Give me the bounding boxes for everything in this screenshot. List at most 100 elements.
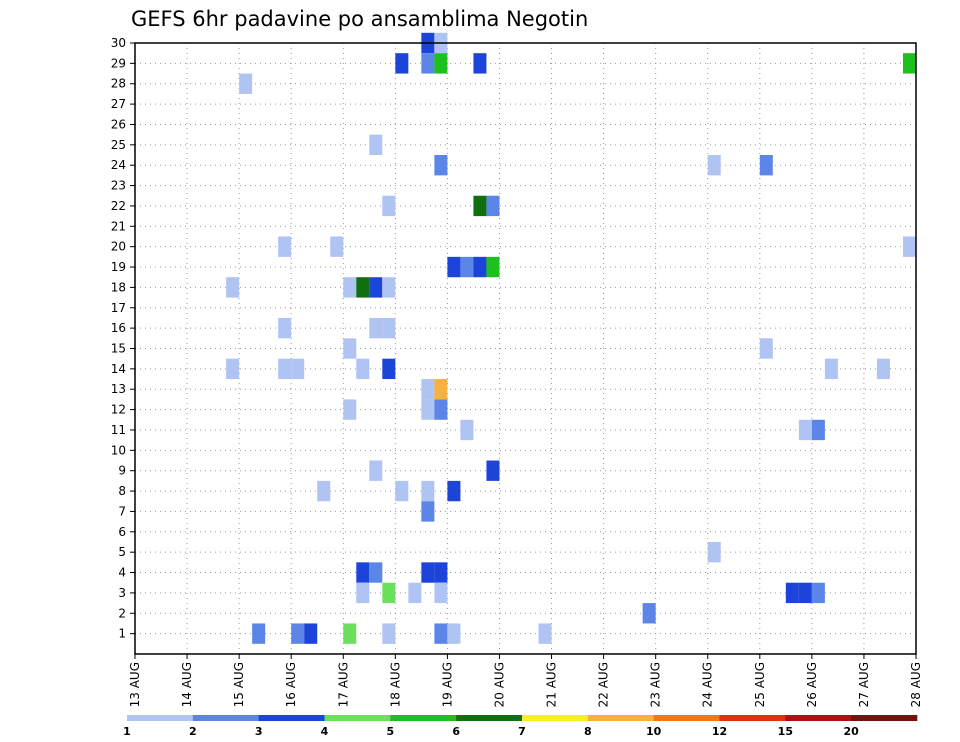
x-tick-label: 14 AUG: [180, 662, 194, 707]
y-tick-label: 29: [111, 56, 126, 70]
data-cell: [356, 582, 370, 604]
data-cell: [278, 236, 292, 257]
legend-swatch: [719, 715, 786, 721]
y-tick-label: 11: [111, 423, 126, 437]
y-tick-label: 9: [118, 464, 126, 478]
legend-label: 15: [778, 725, 793, 738]
data-cell: [317, 480, 331, 502]
y-axis: 1234567891011121314151617181920212223242…: [111, 36, 135, 641]
data-cell: [707, 541, 721, 563]
legend-swatch: [653, 715, 720, 721]
x-tick-label: 17 AUG: [336, 662, 350, 707]
data-cell: [408, 582, 422, 604]
data-cell: [421, 379, 435, 400]
data-cell: [330, 236, 344, 257]
x-tick-label: 26 AUG: [805, 662, 819, 707]
data-cell: [447, 480, 461, 502]
y-tick-label: 4: [118, 566, 126, 580]
data-cell: [902, 236, 916, 257]
data-cell: [369, 134, 383, 156]
data-cell: [382, 358, 396, 380]
data-cell: [356, 277, 370, 298]
y-tick-label: 22: [111, 199, 126, 213]
data-cell: [343, 399, 357, 420]
data-cell: [356, 562, 370, 583]
grid-lines: [135, 43, 916, 654]
legend-label: 5: [387, 725, 395, 738]
x-tick-label: 18 AUG: [388, 662, 402, 707]
data-cell: [460, 419, 474, 441]
x-tick-label: 23 AUG: [649, 662, 663, 707]
legend-label: 8: [584, 725, 592, 738]
y-tick-label: 15: [111, 342, 126, 356]
y-tick-label: 14: [111, 362, 126, 376]
data-cell: [473, 256, 487, 278]
data-cell: [785, 582, 799, 604]
data-cell: [382, 623, 396, 644]
legend-swatch: [258, 715, 325, 721]
x-tick-label: 25 AUG: [753, 662, 767, 707]
data-cell: [798, 582, 812, 604]
data-cell: [434, 155, 448, 176]
legend-swatch: [127, 715, 194, 721]
data-cell: [226, 277, 240, 298]
x-tick-label: 27 AUG: [857, 662, 871, 707]
data-cell: [460, 256, 474, 278]
data-cell: [434, 582, 448, 604]
legend-swatch: [324, 715, 391, 721]
y-tick-label: 25: [111, 138, 126, 152]
data-cell: [421, 399, 435, 420]
y-tick-label: 1: [118, 627, 126, 641]
data-cell: [291, 358, 305, 380]
legend-label: 1: [123, 725, 131, 738]
data-cell: [369, 460, 383, 481]
data-cell: [395, 480, 409, 502]
y-tick-label: 12: [111, 403, 126, 417]
y-tick-label: 27: [111, 97, 126, 111]
data-cell: [343, 623, 357, 644]
y-tick-label: 30: [111, 36, 126, 50]
legend-label: 2: [189, 725, 197, 738]
data-cell: [382, 317, 396, 339]
legend-label: 3: [255, 725, 263, 738]
data-cell: [382, 277, 396, 298]
legend-label: 4: [321, 725, 329, 738]
y-tick-label: 10: [111, 443, 126, 457]
data-cell: [759, 338, 773, 359]
legend-swatch: [587, 715, 654, 721]
data-cell: [421, 562, 435, 583]
y-tick-label: 26: [111, 117, 126, 131]
y-tick-label: 16: [111, 321, 126, 335]
data-cell: [876, 358, 890, 380]
data-cell: [382, 582, 396, 604]
data-cell: [226, 358, 240, 380]
data-cell: [486, 460, 500, 481]
data-cell: [811, 419, 825, 441]
y-tick-label: 23: [111, 179, 126, 193]
y-tick-label: 28: [111, 77, 126, 91]
data-cell: [278, 317, 292, 339]
legend-swatch: [192, 715, 259, 721]
legend-label: 10: [646, 725, 662, 738]
legend-swatch: [522, 715, 589, 721]
y-tick-label: 2: [118, 606, 126, 620]
x-tick-label: 19 AUG: [440, 662, 454, 707]
data-cell: [421, 53, 435, 74]
data-cell: [486, 195, 500, 217]
legend-label: 6: [452, 725, 460, 738]
data-cell: [434, 562, 448, 583]
data-cell: [369, 277, 383, 298]
chart-title: GEFS 6hr padavine po ansamblima Negotin: [131, 7, 588, 31]
data-cell: [304, 623, 318, 644]
data-cell: [369, 562, 383, 583]
x-tick-label: 21 AUG: [545, 662, 559, 707]
data-cell: [538, 623, 552, 644]
data-cell: [395, 53, 409, 74]
data-cell: [473, 53, 487, 74]
legend-swatch: [456, 715, 523, 721]
data-cell: [343, 338, 357, 359]
data-cell: [278, 358, 292, 380]
legend-label: 7: [518, 725, 526, 738]
y-tick-label: 17: [111, 301, 126, 315]
